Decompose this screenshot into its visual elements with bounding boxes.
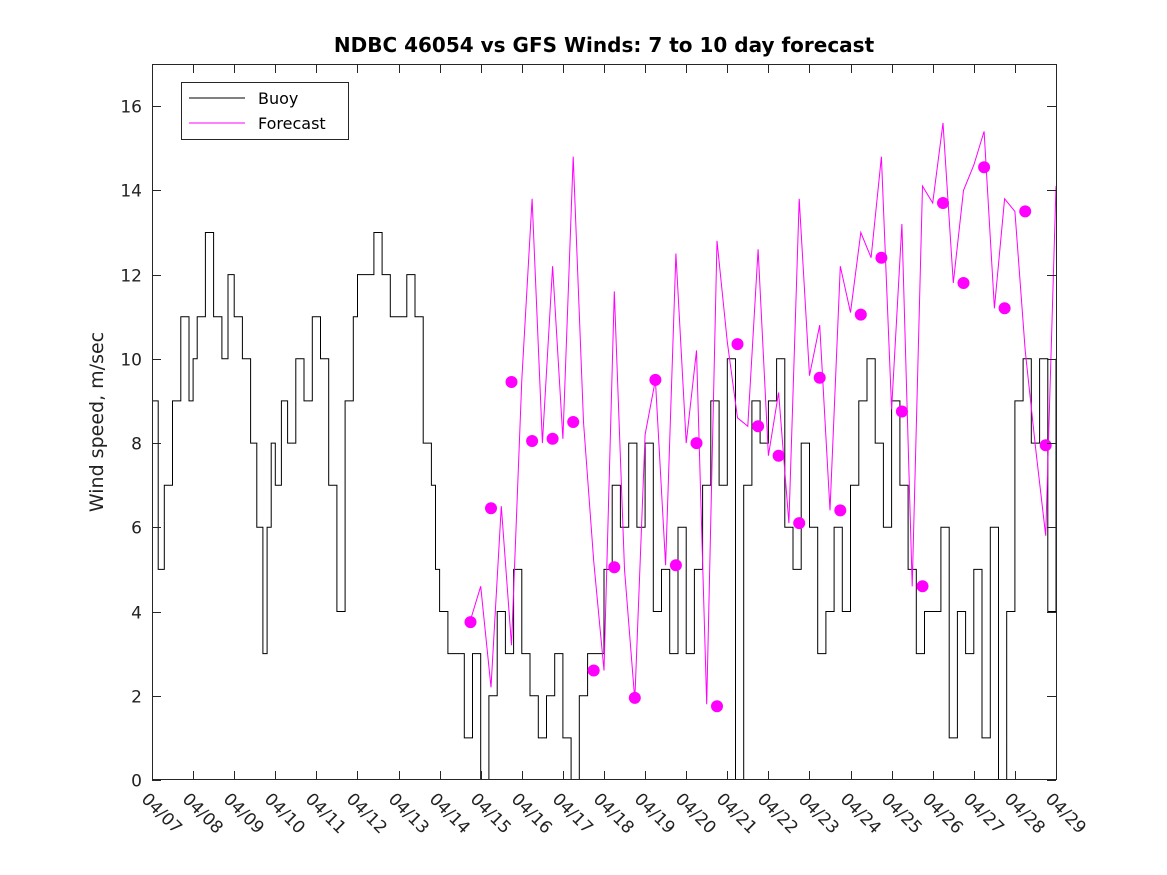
forecast-marker (546, 432, 559, 445)
forecast-marker (567, 416, 580, 428)
forecast-marker (813, 371, 826, 384)
y-axis-label: Wind speed, m/sec (86, 332, 108, 512)
forecast-marker (505, 376, 518, 388)
forecast-marker (752, 420, 765, 433)
forecast-marker (1039, 439, 1052, 452)
forecast-marker (834, 504, 847, 517)
y-tick-label: 8 (131, 435, 142, 455)
legend: Buoy Forecast (181, 82, 349, 140)
plot-area (152, 122, 1056, 780)
forecast-marker (937, 197, 949, 209)
forecast-marker (649, 373, 662, 386)
forecast-marker (895, 405, 908, 418)
forecast-marker (464, 616, 477, 629)
marker-layer (464, 161, 1052, 713)
y-tick-label: 6 (131, 519, 142, 539)
y-tick-label: 10 (120, 351, 142, 371)
forecast-marker (1019, 205, 1032, 218)
y-tick-label: 12 (120, 267, 142, 287)
forecast-marker (957, 277, 970, 289)
legend-entry-buoy: Buoy (258, 89, 298, 108)
y-tick-label: 2 (131, 688, 142, 708)
forecast-marker (793, 517, 806, 530)
forecast-marker (485, 502, 497, 515)
forecast-marker (978, 161, 991, 174)
forecast-marker (875, 251, 888, 264)
y-tick-label: 0 (131, 772, 142, 792)
forecast-marker (628, 691, 641, 704)
forecast-marker (711, 700, 723, 713)
forecast-marker (998, 302, 1011, 315)
forecast-marker (916, 580, 929, 593)
y-tick-label: 4 (131, 604, 142, 624)
legend-box (181, 82, 349, 140)
forecast-marker (731, 338, 744, 351)
forecast-marker (587, 664, 600, 677)
y-tick-label: 14 (120, 182, 142, 202)
forecast-marker (854, 308, 867, 321)
series-line-forecast (470, 122, 1056, 705)
chart-title: NDBC 46054 vs GFS Winds: 7 to 10 day for… (334, 33, 875, 57)
forecast-marker (526, 435, 539, 447)
y-tick-label: 16 (120, 98, 142, 118)
forecast-marker (608, 561, 621, 574)
forecast-marker (669, 559, 682, 572)
legend-entry-forecast: Forecast (258, 114, 326, 133)
forecast-marker (772, 449, 785, 462)
forecast-marker (690, 437, 703, 450)
